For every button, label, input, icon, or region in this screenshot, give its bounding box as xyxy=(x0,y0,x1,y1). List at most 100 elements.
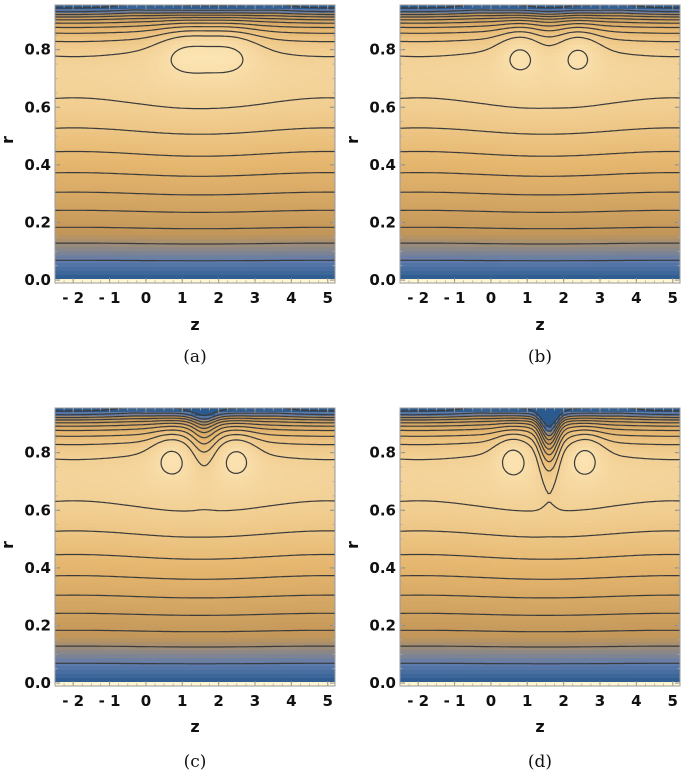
contour-cell xyxy=(171,155,176,161)
contour-cell xyxy=(147,104,152,109)
contour-cell xyxy=(279,120,284,125)
contour-cell xyxy=(191,163,196,169)
contour-cell xyxy=(287,147,292,153)
contour-cell xyxy=(71,48,76,54)
contour-cell xyxy=(227,247,232,252)
contour-cell xyxy=(271,44,276,50)
contour-cell xyxy=(175,100,180,105)
contour-cell xyxy=(127,8,132,14)
contour-cell xyxy=(283,215,288,221)
contour-cell xyxy=(223,120,228,125)
contour-cell xyxy=(287,179,292,185)
contour-cell xyxy=(195,159,200,165)
contour-cell xyxy=(91,52,96,58)
contour-cell xyxy=(175,279,180,283)
contour-cell xyxy=(83,84,88,89)
contour-cell xyxy=(87,243,92,248)
contour-cell xyxy=(119,68,124,74)
contour-cell xyxy=(95,32,100,38)
contour-cell xyxy=(111,247,116,252)
contour-cell xyxy=(191,5,196,10)
contour-cell xyxy=(215,108,220,113)
contour-cell xyxy=(143,255,148,260)
contour-cell xyxy=(263,211,268,217)
contour-cell xyxy=(63,275,68,280)
contour-cell xyxy=(287,108,292,113)
contour-cell xyxy=(139,147,144,153)
contour-cell xyxy=(275,144,280,149)
contour-cell xyxy=(63,231,68,236)
contour-cell xyxy=(83,179,88,185)
contour-cell xyxy=(315,32,320,38)
contour-cell xyxy=(259,223,264,228)
contour-cell xyxy=(259,68,264,74)
contour-cell xyxy=(295,251,300,256)
contour-cell xyxy=(135,40,140,46)
contour-cell xyxy=(95,219,100,225)
contour-cell xyxy=(215,247,220,252)
contour-cell xyxy=(95,195,100,201)
contour-cell xyxy=(171,64,176,70)
contour-cell xyxy=(175,5,180,10)
contour-cell xyxy=(87,223,92,228)
contour-cell xyxy=(247,5,252,10)
contour-cell xyxy=(139,187,144,193)
contour-cell xyxy=(55,163,60,169)
contour-cell xyxy=(119,136,124,141)
contour-cell xyxy=(131,44,136,50)
contour-cell xyxy=(247,267,252,272)
contour-cell xyxy=(227,191,232,197)
contour-cell xyxy=(75,215,80,221)
contour-cell xyxy=(259,227,264,232)
contour-cell xyxy=(211,36,216,42)
contour-cell xyxy=(91,128,96,133)
contour-cell xyxy=(303,132,308,137)
contour-cell xyxy=(211,147,216,153)
contour-cell xyxy=(275,247,280,252)
contour-cell xyxy=(123,20,128,26)
contour-cell xyxy=(311,132,316,137)
contour-cell xyxy=(311,88,316,93)
contour-cell xyxy=(315,76,320,82)
contour-cell xyxy=(331,255,335,260)
contour-cell xyxy=(247,100,252,105)
contour-cell xyxy=(183,68,188,74)
contour-cell xyxy=(211,219,216,225)
contour-cell xyxy=(75,136,80,141)
contour-cell xyxy=(159,251,164,256)
contour-cell xyxy=(159,48,164,54)
contour-cell xyxy=(59,167,64,173)
contour-cell xyxy=(171,147,176,153)
contour-cell xyxy=(215,211,220,217)
contour-cell xyxy=(75,243,80,248)
contour-cell xyxy=(143,147,148,153)
contour-cell xyxy=(327,100,332,105)
contour-cell xyxy=(299,247,304,252)
contour-cell xyxy=(71,267,76,272)
contour-cell xyxy=(303,191,308,197)
contour-cell xyxy=(183,163,188,169)
contour-cell xyxy=(303,52,308,58)
contour-cell xyxy=(235,64,240,70)
contour-cell xyxy=(91,271,96,276)
contour-cell xyxy=(67,124,72,129)
contour-cell xyxy=(175,175,180,181)
contour-cell xyxy=(259,263,264,268)
contour-cell xyxy=(259,195,264,201)
contour-cell xyxy=(147,140,152,145)
contour-cell xyxy=(287,84,292,89)
contour-cell xyxy=(191,259,196,264)
contour-cell xyxy=(79,155,84,161)
contour-cell xyxy=(307,187,312,193)
contour-cell xyxy=(155,167,160,173)
contour-cell xyxy=(131,56,136,62)
contour-cell xyxy=(295,239,300,244)
contour-cell xyxy=(223,96,228,101)
contour-cell xyxy=(191,84,196,89)
contour-cell xyxy=(283,155,288,161)
contour-cell xyxy=(251,104,256,109)
contour-cell xyxy=(207,275,212,280)
contour-cell xyxy=(211,247,216,252)
contour-cell xyxy=(103,211,108,217)
contour-cell xyxy=(259,92,264,97)
